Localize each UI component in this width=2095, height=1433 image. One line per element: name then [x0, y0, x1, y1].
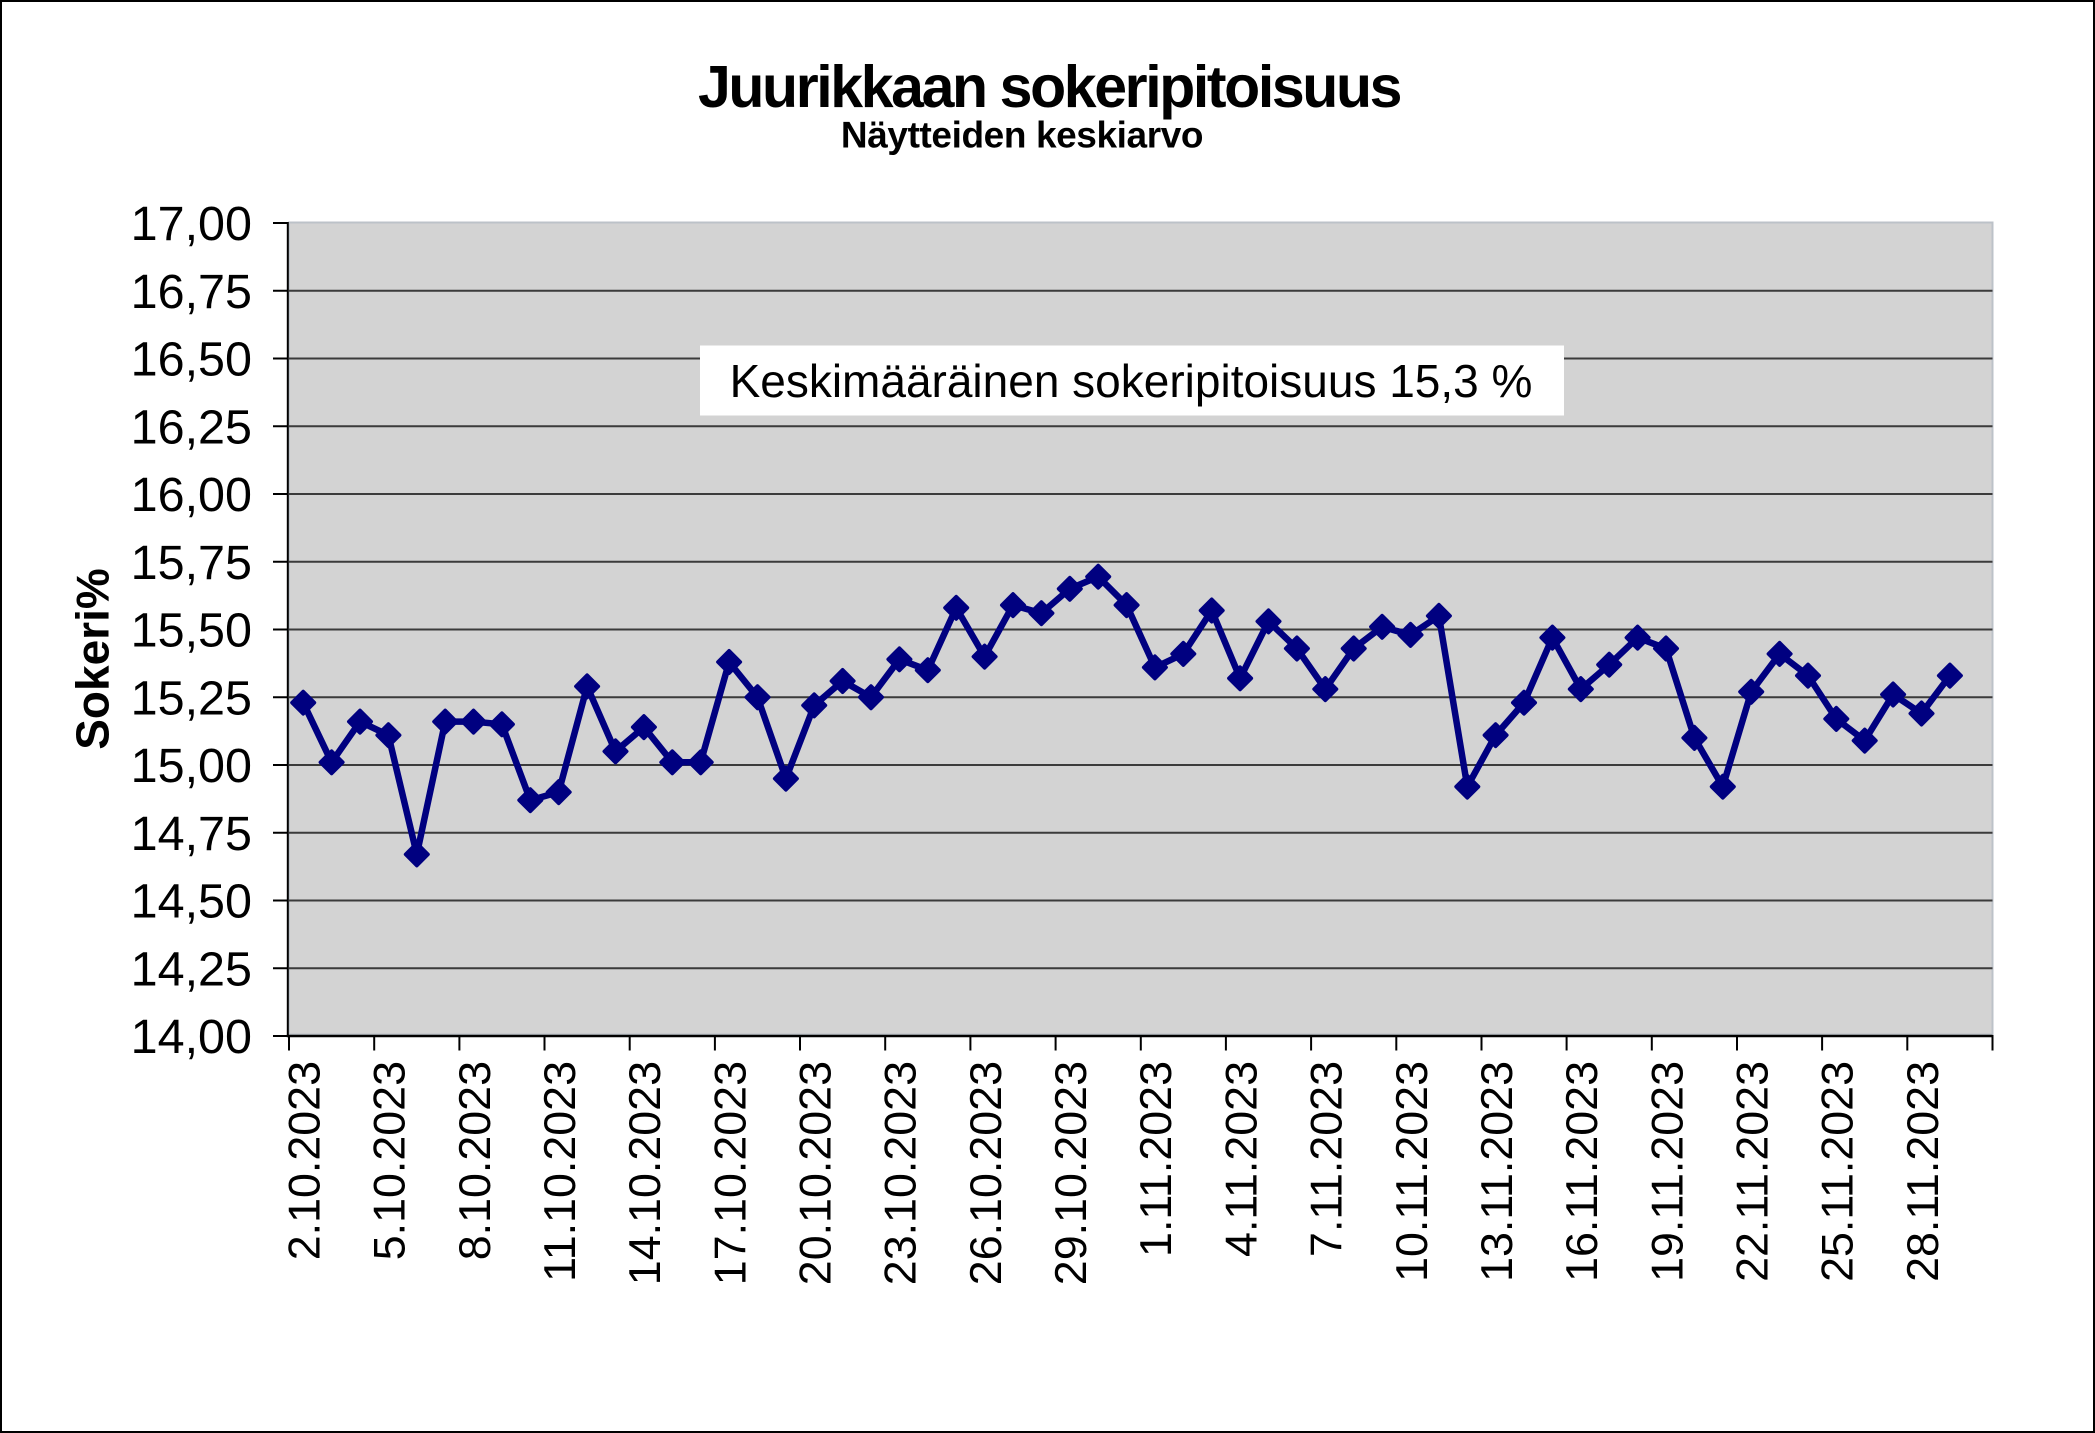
svg-text:17,00: 17,00 — [131, 197, 252, 251]
svg-text:7.11.2023: 7.11.2023 — [1302, 1061, 1352, 1257]
svg-text:14,00: 14,00 — [131, 1010, 252, 1064]
svg-text:5.10.2023: 5.10.2023 — [365, 1061, 415, 1260]
svg-text:20.10.2023: 20.10.2023 — [791, 1061, 841, 1285]
svg-text:17.10.2023: 17.10.2023 — [705, 1061, 755, 1285]
svg-text:Sokeri%: Sokeri% — [67, 568, 119, 750]
svg-text:Keskimääräinen sokeripitoisuus: Keskimääräinen sokeripitoisuus 15,3 % — [730, 355, 1533, 407]
svg-text:22.11.2023: 22.11.2023 — [1728, 1061, 1778, 1282]
svg-text:14,25: 14,25 — [131, 942, 252, 996]
svg-text:26.10.2023: 26.10.2023 — [961, 1061, 1011, 1285]
svg-text:1.11.2023: 1.11.2023 — [1131, 1061, 1181, 1257]
svg-text:19.11.2023: 19.11.2023 — [1642, 1061, 1692, 1282]
svg-text:10.11.2023: 10.11.2023 — [1387, 1061, 1437, 1282]
svg-text:23.10.2023: 23.10.2023 — [876, 1061, 926, 1285]
svg-text:11.10.2023: 11.10.2023 — [535, 1061, 585, 1282]
svg-text:15,75: 15,75 — [131, 536, 252, 590]
svg-text:15,00: 15,00 — [131, 739, 252, 793]
svg-text:Juurikkaan sokeripitoisuus: Juurikkaan sokeripitoisuus — [698, 54, 1401, 120]
svg-text:16,25: 16,25 — [131, 400, 252, 454]
svg-text:16.11.2023: 16.11.2023 — [1557, 1061, 1607, 1282]
svg-text:2.10.2023: 2.10.2023 — [280, 1061, 330, 1260]
svg-text:4.11.2023: 4.11.2023 — [1216, 1061, 1266, 1257]
svg-text:Näytteiden keskiarvo: Näytteiden keskiarvo — [841, 115, 1203, 156]
svg-text:14.10.2023: 14.10.2023 — [620, 1061, 670, 1285]
svg-text:16,00: 16,00 — [131, 468, 252, 522]
svg-text:16,75: 16,75 — [131, 265, 252, 319]
svg-text:25.11.2023: 25.11.2023 — [1813, 1061, 1863, 1282]
svg-text:16,50: 16,50 — [131, 333, 252, 387]
svg-text:15,25: 15,25 — [131, 671, 252, 725]
svg-text:14,75: 14,75 — [131, 807, 252, 861]
svg-text:15,50: 15,50 — [131, 604, 252, 658]
svg-text:14,50: 14,50 — [131, 875, 252, 929]
svg-text:28.11.2023: 28.11.2023 — [1898, 1061, 1948, 1282]
svg-text:13.11.2023: 13.11.2023 — [1472, 1061, 1522, 1282]
svg-text:29.10.2023: 29.10.2023 — [1046, 1061, 1096, 1285]
svg-text:8.10.2023: 8.10.2023 — [450, 1061, 500, 1260]
